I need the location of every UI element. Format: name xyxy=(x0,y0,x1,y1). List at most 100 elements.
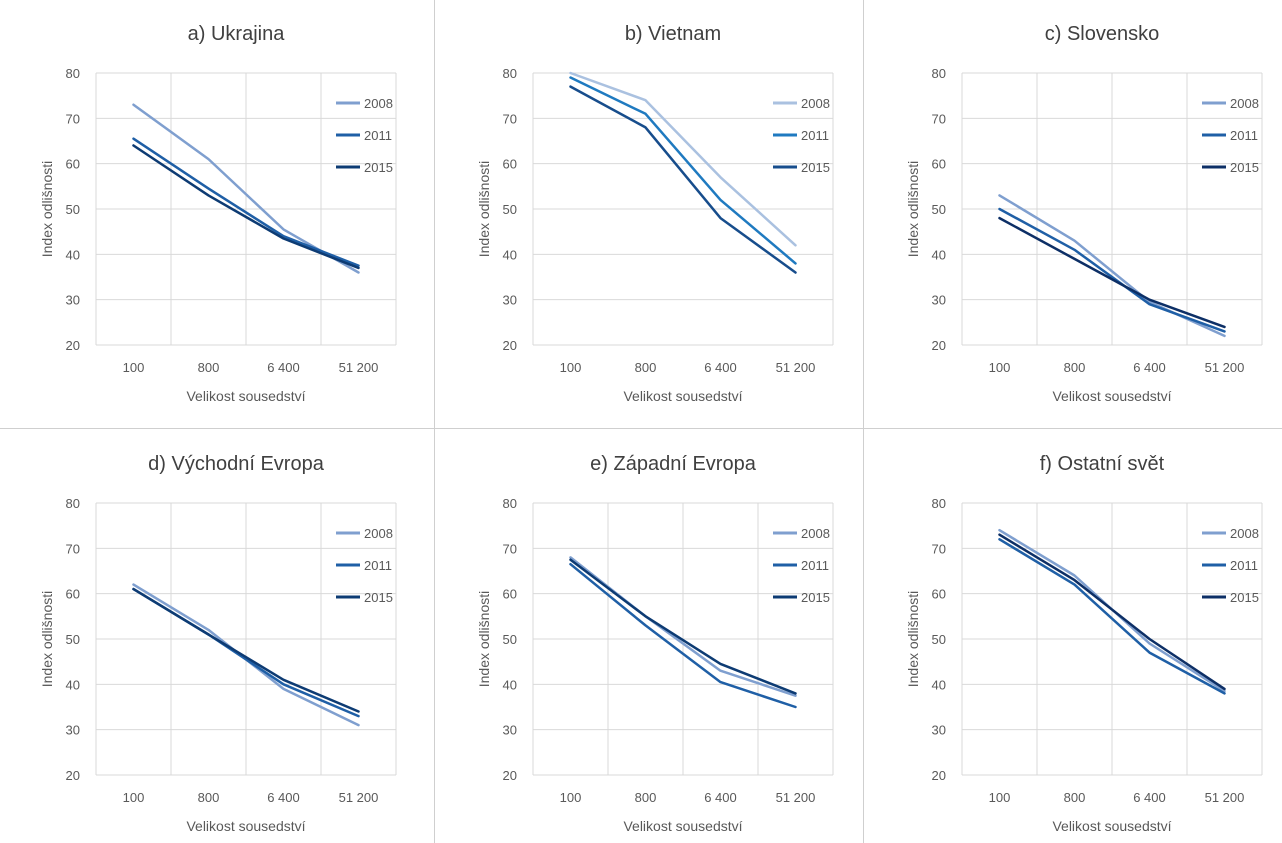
y-tick-label: 50 xyxy=(503,202,517,217)
y-tick-label: 40 xyxy=(503,247,517,262)
x-tick-label: 100 xyxy=(989,360,1011,375)
line-chart: b) Vietnam 20 30 40 50 60 70 80 100 800 6 400 51 20… xyxy=(476,23,834,404)
series-line-2015 xyxy=(132,587,360,713)
y-tick-label: 70 xyxy=(503,111,517,126)
y-tick-label: 20 xyxy=(66,338,80,353)
x-tick-label: 800 xyxy=(635,790,657,805)
y-tick-label: 20 xyxy=(932,768,946,783)
y-tick-label: 30 xyxy=(932,723,946,738)
y-tick-label: 40 xyxy=(503,677,517,692)
panel-divider xyxy=(863,0,864,843)
x-tick-label: 51 200 xyxy=(776,360,816,375)
x-tick-label: 6 400 xyxy=(267,790,300,805)
y-tick-label: 30 xyxy=(503,293,517,308)
series-line-2011 xyxy=(998,207,1226,333)
legend-label: 2008 xyxy=(801,96,830,111)
legend-label: 2008 xyxy=(364,526,393,541)
y-tick-label: 20 xyxy=(932,338,946,353)
y-tick-label: 80 xyxy=(66,66,80,81)
legend-label: 2008 xyxy=(364,96,393,111)
y-tick-label: 60 xyxy=(503,157,517,172)
x-tick-label: 100 xyxy=(123,790,145,805)
x-tick-label: 51 200 xyxy=(339,360,379,375)
x-axis-label: Velikost sousedství xyxy=(1052,388,1171,404)
chart-title: b) Vietnam xyxy=(625,23,721,45)
series-line-2011 xyxy=(132,137,360,267)
y-tick-label: 70 xyxy=(66,111,80,126)
x-tick-label: 6 400 xyxy=(704,790,737,805)
y-axis-label: Index odlišnosti xyxy=(905,161,921,258)
legend-label: 2011 xyxy=(1230,128,1258,143)
legend-label: 2011 xyxy=(1230,558,1258,573)
x-tick-label: 800 xyxy=(1064,790,1086,805)
y-axis-label: Index odlišnosti xyxy=(39,161,55,258)
y-tick-label: 60 xyxy=(932,157,946,172)
x-tick-label: 51 200 xyxy=(1205,790,1245,805)
chart-panel: e) Západní Evropa 20 30 40 50 60 70 80 100 800 6 4… xyxy=(437,430,863,843)
y-tick-label: 30 xyxy=(503,723,517,738)
legend-label: 2015 xyxy=(364,160,393,175)
legend-label: 2015 xyxy=(1230,590,1259,605)
chart-panel: b) Vietnam 20 30 40 50 60 70 80 100 800 6 400 51 20… xyxy=(437,0,863,428)
y-tick-label: 60 xyxy=(932,587,946,602)
y-tick-label: 40 xyxy=(66,247,80,262)
x-tick-label: 6 400 xyxy=(1133,790,1166,805)
y-tick-label: 80 xyxy=(932,496,946,511)
x-tick-label: 800 xyxy=(198,360,220,375)
chart-panel: a) Ukrajina 20 30 40 50 60 70 80 100 800 6 400 51 2… xyxy=(0,0,434,428)
y-tick-label: 50 xyxy=(66,632,80,647)
x-tick-label: 100 xyxy=(123,360,145,375)
x-tick-label: 6 400 xyxy=(704,360,737,375)
y-tick-label: 80 xyxy=(66,496,80,511)
legend-label: 2011 xyxy=(364,128,392,143)
y-tick-label: 20 xyxy=(503,338,517,353)
series-line-2015 xyxy=(998,533,1226,691)
series-line-2011 xyxy=(569,76,797,265)
y-tick-label: 80 xyxy=(503,66,517,81)
legend-label: 2011 xyxy=(801,128,829,143)
x-tick-label: 51 200 xyxy=(776,790,816,805)
x-tick-label: 6 400 xyxy=(267,360,300,375)
x-tick-label: 6 400 xyxy=(1133,360,1166,375)
legend-label: 2015 xyxy=(801,590,830,605)
legend-label: 2011 xyxy=(364,558,392,573)
y-tick-label: 80 xyxy=(503,496,517,511)
x-tick-label: 100 xyxy=(560,790,582,805)
y-tick-label: 70 xyxy=(932,111,946,126)
y-tick-label: 60 xyxy=(66,157,80,172)
y-tick-label: 40 xyxy=(932,247,946,262)
legend-label: 2015 xyxy=(801,160,830,175)
x-axis-label: Velikost sousedství xyxy=(186,388,305,404)
y-tick-label: 50 xyxy=(503,632,517,647)
chart-panel: f) Ostatní svět 20 30 40 50 60 70 80 100 800 6 400… xyxy=(866,430,1282,843)
line-chart: d) Východní Evropa 20 30 40 50 60 70 80 100 800 6 … xyxy=(39,453,397,834)
y-tick-label: 40 xyxy=(66,677,80,692)
y-tick-label: 50 xyxy=(66,202,80,217)
y-tick-label: 60 xyxy=(503,587,517,602)
y-tick-label: 70 xyxy=(503,541,517,556)
series-line-2015 xyxy=(569,558,797,695)
x-tick-label: 100 xyxy=(989,790,1011,805)
y-tick-label: 60 xyxy=(66,587,80,602)
y-axis-label: Index odlišnosti xyxy=(905,591,921,688)
series-line-2008 xyxy=(569,71,797,247)
chart-panel: d) Východní Evropa 20 30 40 50 60 70 80 100 800 6 … xyxy=(0,430,434,843)
y-tick-label: 30 xyxy=(66,723,80,738)
legend-label: 2008 xyxy=(1230,96,1259,111)
y-tick-label: 40 xyxy=(932,677,946,692)
chart-title: e) Západní Evropa xyxy=(590,453,757,475)
y-tick-label: 70 xyxy=(66,541,80,556)
y-tick-label: 50 xyxy=(932,632,946,647)
legend-label: 2008 xyxy=(801,526,830,541)
x-axis-label: Velikost sousedství xyxy=(186,818,305,834)
chart-title: d) Východní Evropa xyxy=(148,453,325,475)
x-tick-label: 100 xyxy=(560,360,582,375)
chart-title: c) Slovensko xyxy=(1045,23,1160,45)
panel-divider xyxy=(434,0,435,843)
series-line-2015 xyxy=(569,85,797,274)
x-tick-label: 51 200 xyxy=(339,790,379,805)
y-tick-label: 50 xyxy=(932,202,946,217)
line-chart: e) Západní Evropa 20 30 40 50 60 70 80 100 800 6 4… xyxy=(476,453,834,834)
x-tick-label: 800 xyxy=(198,790,220,805)
series-line-2015 xyxy=(998,216,1226,329)
